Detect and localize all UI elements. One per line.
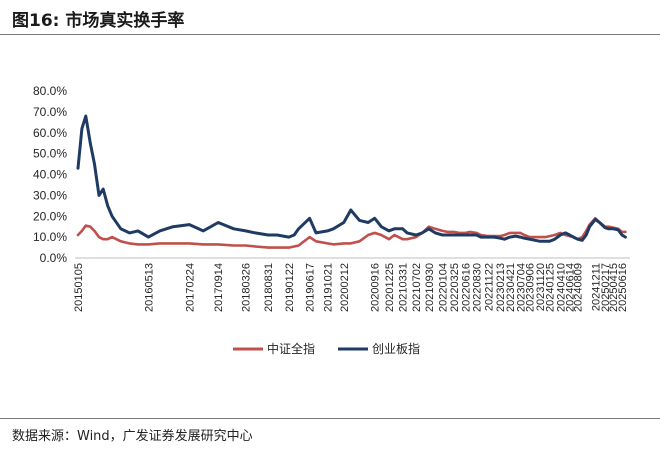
x-tick-label: 20210331 [398,263,410,312]
title-divider [0,34,660,35]
x-tick-label: 20200916 [370,263,382,312]
x-tick-label: 20201225 [384,263,396,312]
x-tick-label: 20240614 [565,263,577,312]
figure-title: 图16: 市场真实换手率 [12,11,185,31]
x-tick-label: 20190617 [305,263,317,312]
x-tick-label: 20200212 [339,263,351,312]
y-tick-label: 10.0% [33,230,67,244]
x-tick-label: 20230906 [524,263,536,312]
x-tick-label: 20231120 [535,263,547,311]
x-tick-label: 20240410 [555,263,567,312]
y-tick-label: 60.0% [33,126,67,140]
x-tick-label: 20230704 [515,263,527,312]
y-tick-label: 50.0% [33,147,67,161]
series-line-1 [76,217,627,249]
x-tick-label: 20191021 [323,263,335,312]
x-tick-label: 20250217 [600,263,612,312]
x-tick-label: 20230213 [495,263,507,312]
x-tick-label: 20210930 [424,263,436,312]
source-note: 数据来源：Wind，广发证券发展研究中心 [12,429,253,444]
footer-divider [0,418,660,419]
x-tick-label: 20220325 [449,263,461,312]
legend-label: 创业板指 [372,341,420,356]
chart-legend: 中证全指 创业板指 [233,341,420,356]
x-tick-label: 20230421 [505,263,517,312]
x-tick-label: 20221122 [483,263,495,311]
x-tick-label: 20210702 [411,263,423,312]
y-tick-label: 30.0% [33,188,67,202]
x-tick-label: 20160513 [143,263,155,312]
x-tick-label: 20180831 [263,263,275,312]
y-axis: 0.0% 10.0% 20.0% 30.0% 40.0% 50.0% 60.0% 70.0% 8… [33,84,67,265]
x-tick-label: 20241211 [590,263,602,311]
x-tick-label: 20250616 [617,263,629,312]
y-tick-label: 70.0% [33,105,67,119]
x-axis: 20150105 20160513 20170224 20170914 20180326… [73,257,630,312]
series-layer [76,114,627,249]
x-tick-label: 20220830 [471,263,483,312]
x-tick-label: 20240125 [545,263,557,312]
y-tick-label: 0.0% [40,251,68,265]
y-tick-label: 80.0% [33,84,67,98]
y-tick-label: 40.0% [33,168,67,182]
x-tick-label: 20180326 [241,263,253,312]
turnover-line-chart: 0.0% 10.0% 20.0% 30.0% 40.0% 50.0% 60.0% 70.0% 8… [33,84,630,356]
x-tick-label: 20220616 [461,263,473,312]
x-tick-label: 20170914 [213,263,225,312]
x-tick-label: 20170224 [184,263,196,312]
x-tick-label: 20150105 [73,263,85,312]
x-tick-label: 20240809 [573,263,585,312]
series-line-2 [76,114,627,243]
x-tick-label: 20250415 [608,263,620,312]
x-tick-label: 20190122 [284,263,296,312]
legend-label: 中证全指 [267,341,315,356]
x-tick-label: 20220104 [437,263,449,312]
y-tick-label: 20.0% [33,209,67,223]
figure-header: 图16: 市场真实换手率 [0,0,660,34]
